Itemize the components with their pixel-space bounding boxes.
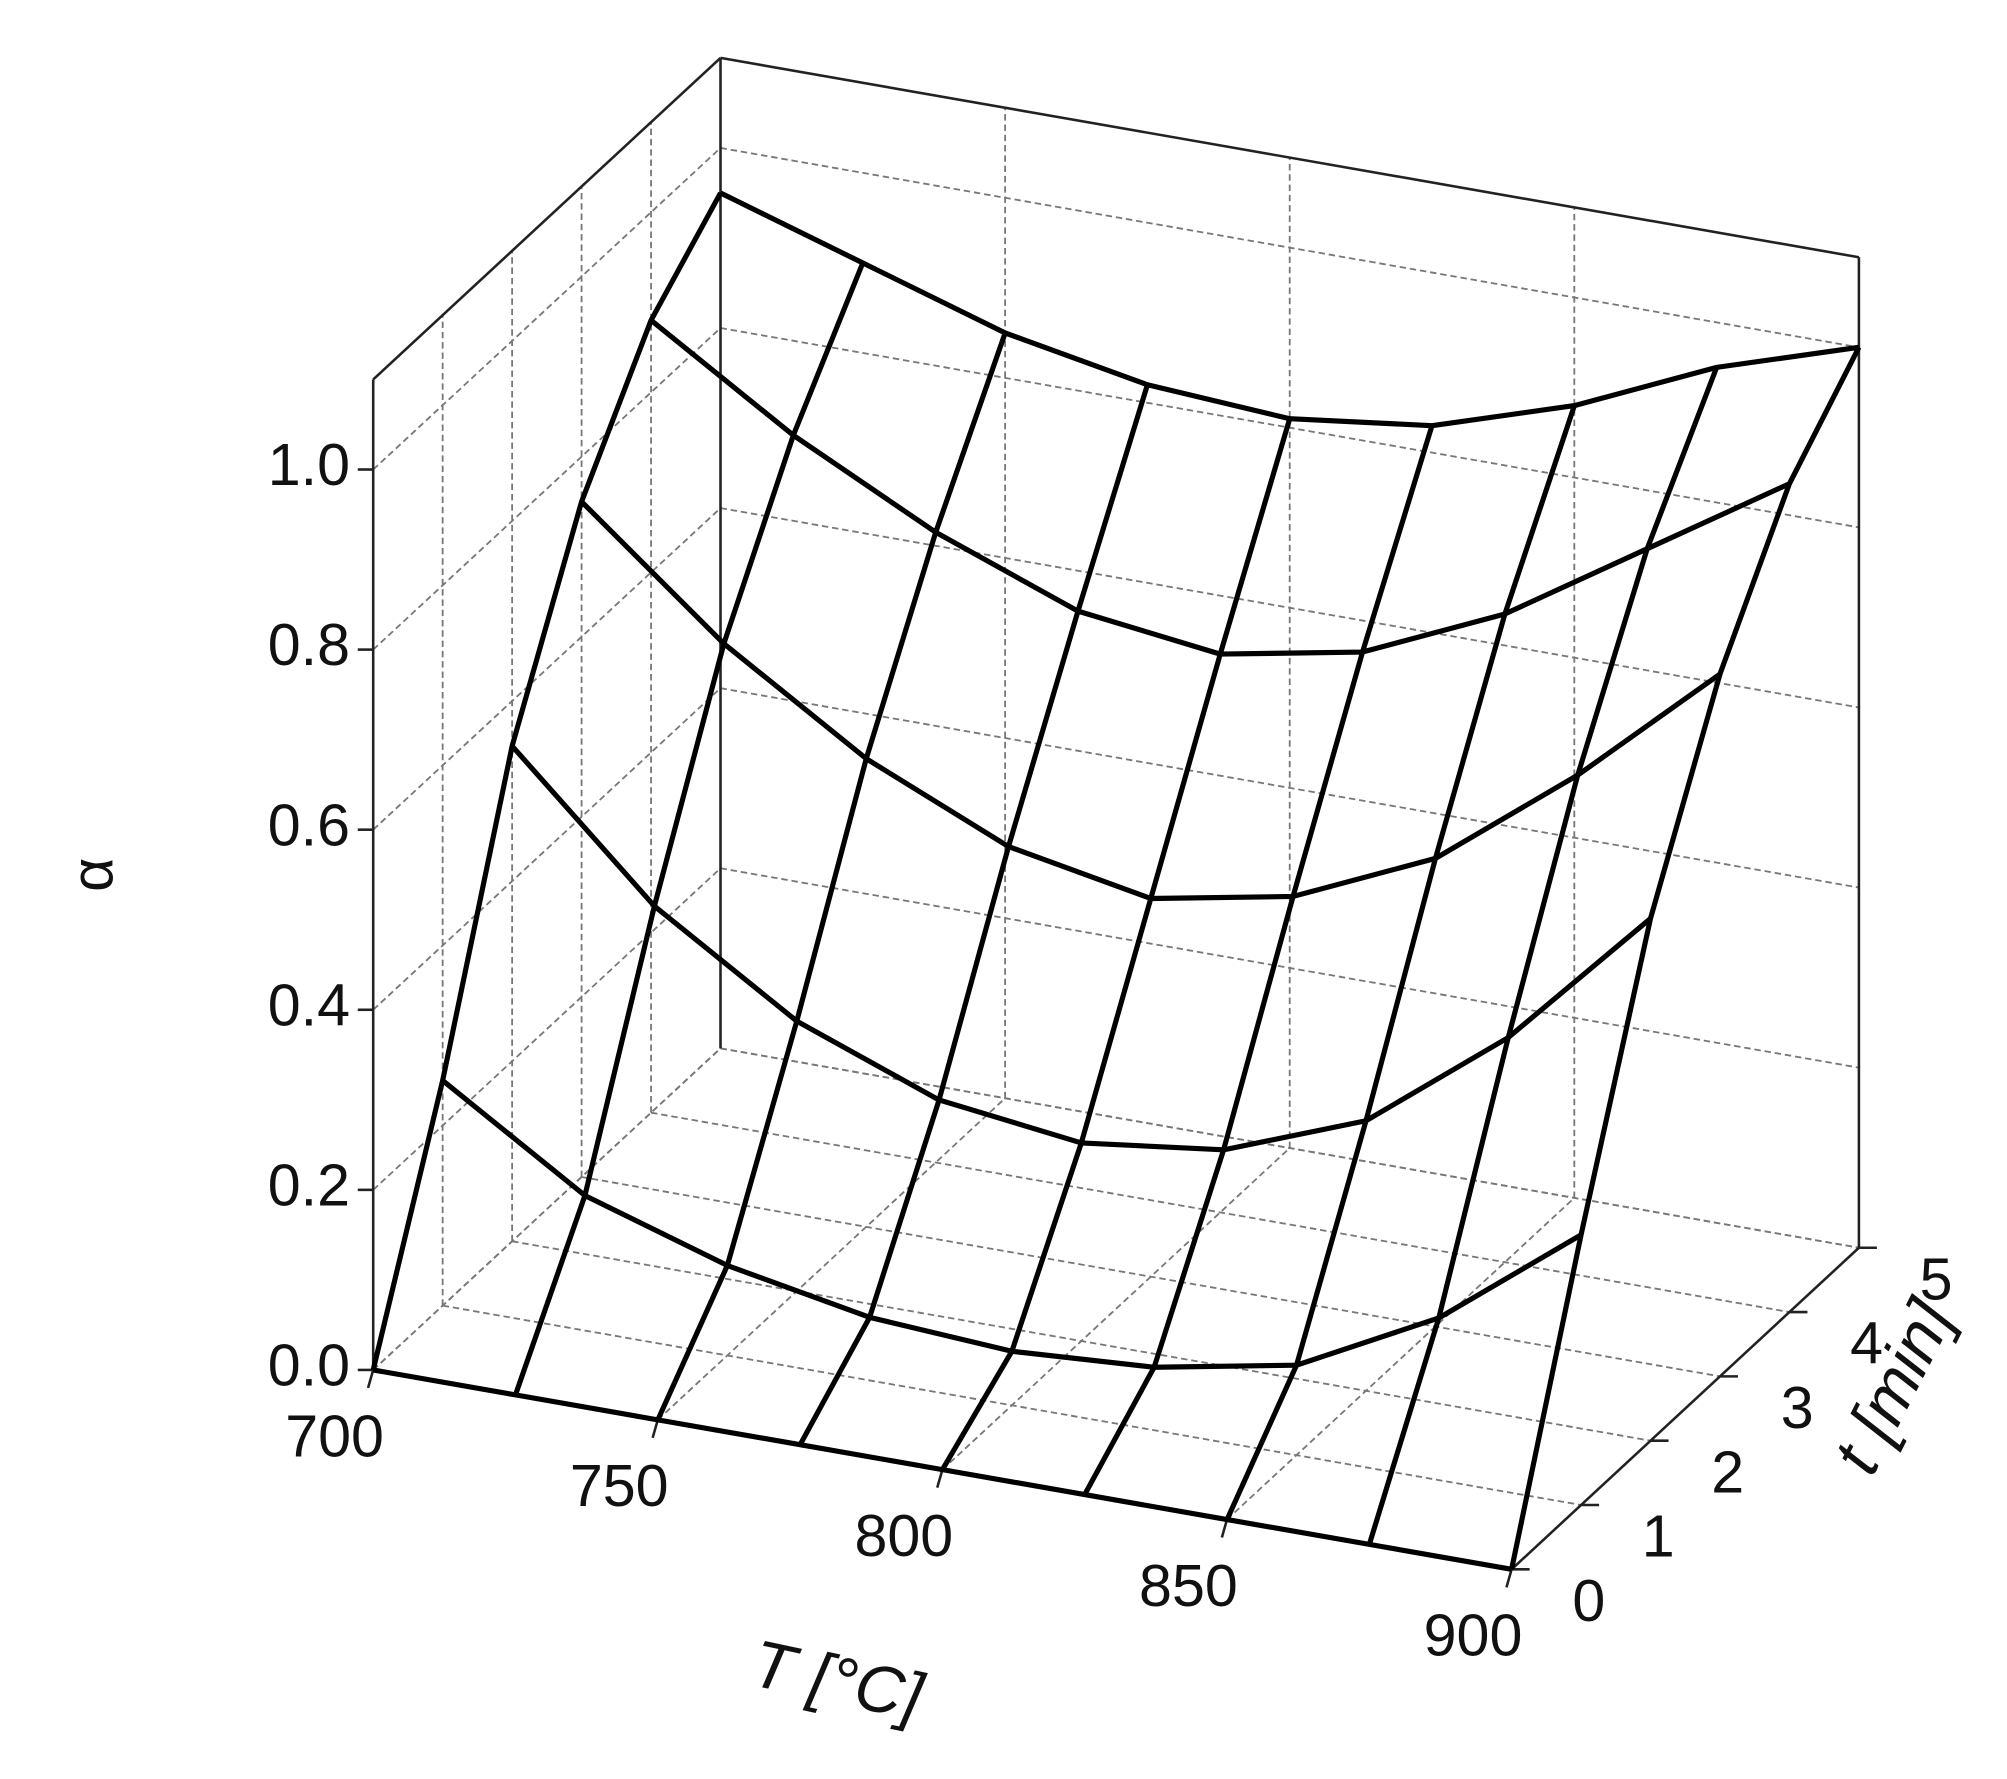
grid-line	[581, 1176, 1721, 1378]
x-tick-label: 800	[854, 1502, 953, 1569]
grid-line	[372, 1047, 722, 1371]
y-tick-label: 0	[1572, 1567, 1605, 1634]
x-tick	[1220, 1519, 1229, 1538]
surface-column	[940, 417, 1293, 1471]
x-tick-label: 900	[1424, 1602, 1523, 1669]
y-tick-label: 4	[1850, 1310, 1883, 1377]
z-tick-label: 0.0	[268, 1332, 350, 1399]
y-axis-label: t [min]	[1818, 1288, 1968, 1486]
x-tick-label: 750	[570, 1452, 669, 1519]
grid-line	[720, 507, 1860, 709]
surface-column	[1082, 424, 1435, 1496]
surface-column	[1366, 366, 1720, 1546]
box-edge	[372, 56, 722, 381]
grid-line	[720, 867, 1860, 1069]
z-axis-label: α	[58, 858, 125, 892]
grid-line	[657, 1097, 1006, 1421]
grid-line	[650, 1111, 1790, 1313]
x-tick	[651, 1419, 660, 1439]
z-tick-label: 0.4	[268, 971, 350, 1038]
x-tick	[936, 1469, 944, 1488]
x-tick-label: 850	[1139, 1552, 1238, 1619]
z-tick-label: 0.6	[268, 791, 350, 858]
z-tick-label: 1.0	[268, 431, 350, 498]
surface-column	[1224, 404, 1577, 1521]
grid-line	[372, 867, 722, 1191]
y-tick-label: 3	[1781, 1374, 1814, 1441]
grid-line	[1226, 1197, 1575, 1521]
grid-line	[372, 327, 722, 651]
grid-line	[941, 1147, 1291, 1471]
x-tick-label: 700	[285, 1402, 384, 1469]
surface-column	[513, 261, 866, 1396]
x-tick	[366, 1369, 375, 1389]
z-tick-label: 0.8	[268, 611, 350, 678]
grid-line	[372, 687, 722, 1011]
x-axis-label: T [°C]	[746, 1626, 931, 1735]
surface-column	[797, 383, 1150, 1446]
x-tick	[1505, 1568, 1513, 1588]
surface-column	[370, 191, 723, 1371]
y-tick-label: 1	[1642, 1503, 1675, 1570]
surface-column	[655, 332, 1008, 1421]
z-tick-label: 0.2	[268, 1151, 350, 1218]
y-tick-label: 5	[1920, 1245, 1953, 1312]
box-edge	[720, 56, 1860, 259]
grid-line	[720, 147, 1860, 349]
grid-line	[372, 507, 722, 831]
grid-line	[511, 1240, 1651, 1442]
surface-column	[1509, 346, 1862, 1570]
y-tick-label: 2	[1711, 1438, 1744, 1505]
grid-line	[720, 1047, 1860, 1249]
box-edge	[1510, 1246, 1860, 1571]
grid-line	[372, 147, 722, 471]
